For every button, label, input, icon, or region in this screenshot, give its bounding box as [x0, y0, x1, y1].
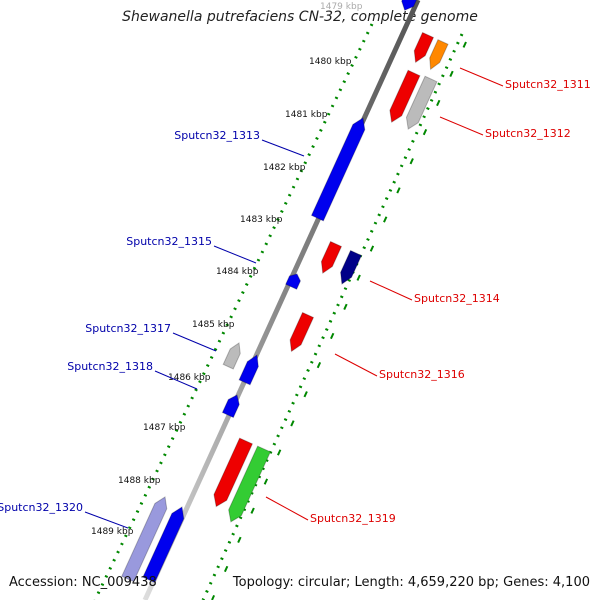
gene-arrow-sputcn32-1320[interactable] — [142, 506, 185, 584]
gene-label-forward[interactable]: Sputcn32_1320 — [0, 501, 83, 514]
kbp-tick-label: 1481 kbp — [285, 110, 328, 120]
kbp-tick-label: 1489 kbp — [91, 527, 134, 537]
gene-arrow-faded[interactable] — [121, 496, 168, 583]
label-leader-line — [172, 332, 217, 352]
gene-arrow-sputcn32-1316[interactable] — [289, 311, 315, 353]
gene-arrow-red[interactable] — [389, 69, 421, 123]
gene-label-forward[interactable]: Sputcn32_1317 — [85, 322, 171, 335]
topology-summary: Topology: circular; Length: 4,659,220 bp… — [232, 575, 590, 590]
gene-arrow-sputcn32-1312[interactable] — [405, 75, 438, 130]
label-leader-line — [154, 370, 198, 390]
kbp-tick-label: 1482 kbp — [263, 163, 306, 173]
gene-arrow-red[interactable] — [320, 240, 343, 275]
accession-text: Accession: NC_009438 — [9, 575, 157, 590]
gene-arrow-sputcn32-1311[interactable] — [413, 31, 435, 64]
gene-arrow-sputcn32-1318[interactable] — [221, 394, 240, 419]
gene-arrow-sputcn32-1315[interactable] — [285, 273, 301, 290]
label-leader-line — [84, 511, 129, 529]
gene-arrow-gray[interactable] — [222, 342, 241, 370]
kbp-tick-label: 1480 kbp — [309, 57, 352, 67]
gene-label-forward[interactable]: Sputcn32_1318 — [67, 360, 153, 373]
gene-label-reverse[interactable]: Sputcn32_1316 — [379, 368, 465, 381]
gene-arrow-orange[interactable] — [429, 39, 449, 71]
gene-label-reverse[interactable]: Sputcn32_1312 — [485, 127, 571, 140]
gene-label-forward[interactable]: Sputcn32_1315 — [126, 235, 212, 248]
label-leader-line — [369, 280, 413, 301]
gene-arrow-sputcn32-1313[interactable] — [310, 117, 366, 222]
gene-arrow-red[interactable] — [213, 437, 254, 508]
label-leader-line — [439, 116, 484, 136]
gene-arrow[interactable] — [401, 0, 419, 11]
label-leader-line — [265, 496, 309, 521]
kbp-tick-label: 1487 kbp — [143, 423, 186, 433]
kbp-tick-label: 1483 kbp — [240, 215, 283, 225]
gene-label-forward[interactable]: Sputcn32_1313 — [174, 129, 260, 142]
kbp-tick-label: 1486 kbp — [168, 373, 211, 383]
gene-label-reverse[interactable]: Sputcn32_1311 — [505, 78, 591, 91]
genome-backbone — [142, 0, 421, 600]
label-leader-line — [334, 353, 378, 377]
gene-arrow-sputcn32-1319[interactable] — [228, 445, 272, 523]
tick-ring-left — [93, 23, 374, 600]
gene-arrow-sputcn32-1317[interactable] — [238, 354, 259, 386]
gene-label-reverse[interactable]: Sputcn32_1319 — [310, 512, 396, 525]
label-leader-line — [459, 67, 504, 87]
label-leader-line — [261, 139, 305, 157]
kbp-tick-label: 1488 kbp — [118, 476, 161, 486]
gene-arrow-sputcn32-1314[interactable] — [340, 249, 363, 285]
kbp-tick-label: 1479 kbp — [320, 2, 363, 12]
kbp-tick-label: 1484 kbp — [216, 267, 259, 277]
gene-label-reverse[interactable]: Sputcn32_1314 — [414, 292, 500, 305]
kbp-tick-label: 1485 kbp — [192, 320, 235, 330]
map-title: Shewanella putrefaciens CN-32, complete … — [122, 9, 478, 25]
label-leader-line — [213, 245, 257, 264]
